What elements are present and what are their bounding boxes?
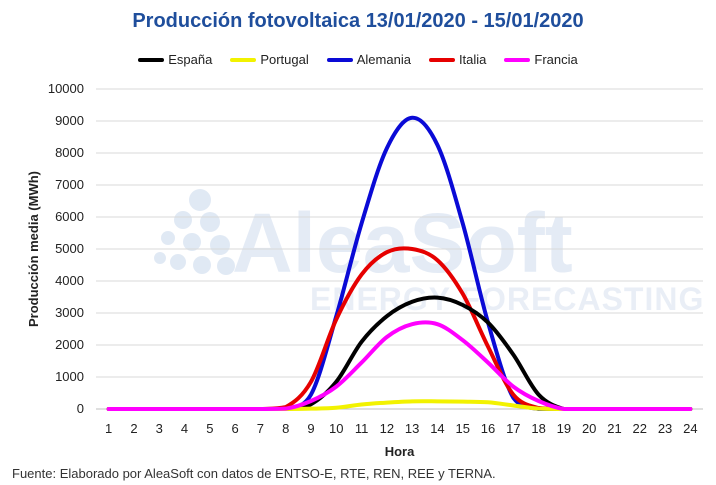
legend-label: Portugal <box>260 52 309 67</box>
legend-swatch <box>138 57 165 62</box>
y-tick-label: 3000 <box>55 305 84 320</box>
legend-item-alemania: Alemania <box>326 52 411 67</box>
x-tick-label: 4 <box>181 421 188 436</box>
watermark-logo-icon <box>154 189 235 275</box>
x-tick-label: 12 <box>380 421 394 436</box>
x-tick-label: 24 <box>683 421 697 436</box>
chart-title: Producción fotovoltaica 13/01/2020 - 15/… <box>132 10 584 32</box>
watermark-dot <box>161 231 175 245</box>
y-tick-label: 5000 <box>55 241 84 256</box>
watermark-dot <box>217 257 235 275</box>
y-tick-label: 9000 <box>55 113 84 128</box>
x-tick-label: 9 <box>307 421 314 436</box>
x-tick-label: 5 <box>206 421 213 436</box>
x-tick-label: 20 <box>582 421 596 436</box>
legend: España Portugal Alemania Italia Francia <box>0 52 716 67</box>
source-note: Fuente: Elaborado por AleaSoft con datos… <box>12 466 496 481</box>
y-tick-label: 8000 <box>55 145 84 160</box>
x-tick-label: 6 <box>231 421 238 436</box>
watermark-tagline: ENERGY FORECASTING <box>310 281 704 317</box>
y-tick-label: 7000 <box>55 177 84 192</box>
x-tick-label: 23 <box>658 421 672 436</box>
legend-item-portugal: Portugal <box>230 52 309 67</box>
y-tick-label: 4000 <box>55 273 84 288</box>
x-tick-label: 22 <box>633 421 647 436</box>
watermark-dot <box>174 211 192 229</box>
legend-swatch <box>326 57 353 62</box>
y-tick-label: 0 <box>77 401 84 416</box>
x-tick-label: 1 <box>105 421 112 436</box>
legend-item-francia: Francia <box>504 52 578 67</box>
y-tick-label: 2000 <box>55 337 84 352</box>
legend-item-espana: España <box>138 52 212 67</box>
watermark-dot <box>154 252 166 264</box>
legend-label: Italia <box>458 52 487 67</box>
legend-swatch <box>504 57 531 62</box>
legend-label: España <box>168 52 213 67</box>
x-tick-label: 14 <box>430 421 444 436</box>
legend-swatch <box>428 57 455 62</box>
y-axis-label: Producción media (MWh) <box>26 171 41 327</box>
x-tick-label: 18 <box>531 421 545 436</box>
x-tick-label: 16 <box>481 421 495 436</box>
x-axis-label: Hora <box>385 444 415 459</box>
series-line-francia <box>106 320 693 411</box>
legend-label: Francia <box>534 52 578 67</box>
x-tick-label: 17 <box>506 421 520 436</box>
watermark-dot <box>183 233 201 251</box>
y-tick-label: 1000 <box>55 369 84 384</box>
watermark-dot <box>170 254 186 270</box>
x-tick-label: 2 <box>130 421 137 436</box>
x-tick-label: 10 <box>329 421 343 436</box>
x-tick-label: 15 <box>455 421 469 436</box>
watermark-dot <box>200 212 220 232</box>
legend-swatch <box>230 57 257 62</box>
x-tick-label: 13 <box>405 421 419 436</box>
x-tick-label: 7 <box>257 421 264 436</box>
x-tick-label: 21 <box>607 421 621 436</box>
y-tick-label: 6000 <box>55 209 84 224</box>
watermark-brand: AleaSoft <box>232 196 573 290</box>
x-tick-label: 3 <box>156 421 163 436</box>
x-tick-label: 8 <box>282 421 289 436</box>
legend-item-italia: Italia <box>428 52 487 67</box>
watermark-dot <box>193 256 211 274</box>
watermark-dot <box>210 235 230 255</box>
x-tick-label: 11 <box>355 421 369 436</box>
legend-label: Alemania <box>356 52 411 67</box>
watermark-dot <box>189 189 211 211</box>
gridlines <box>96 88 703 410</box>
y-tick-label: 10000 <box>48 81 84 96</box>
x-tick-label: 19 <box>557 421 571 436</box>
